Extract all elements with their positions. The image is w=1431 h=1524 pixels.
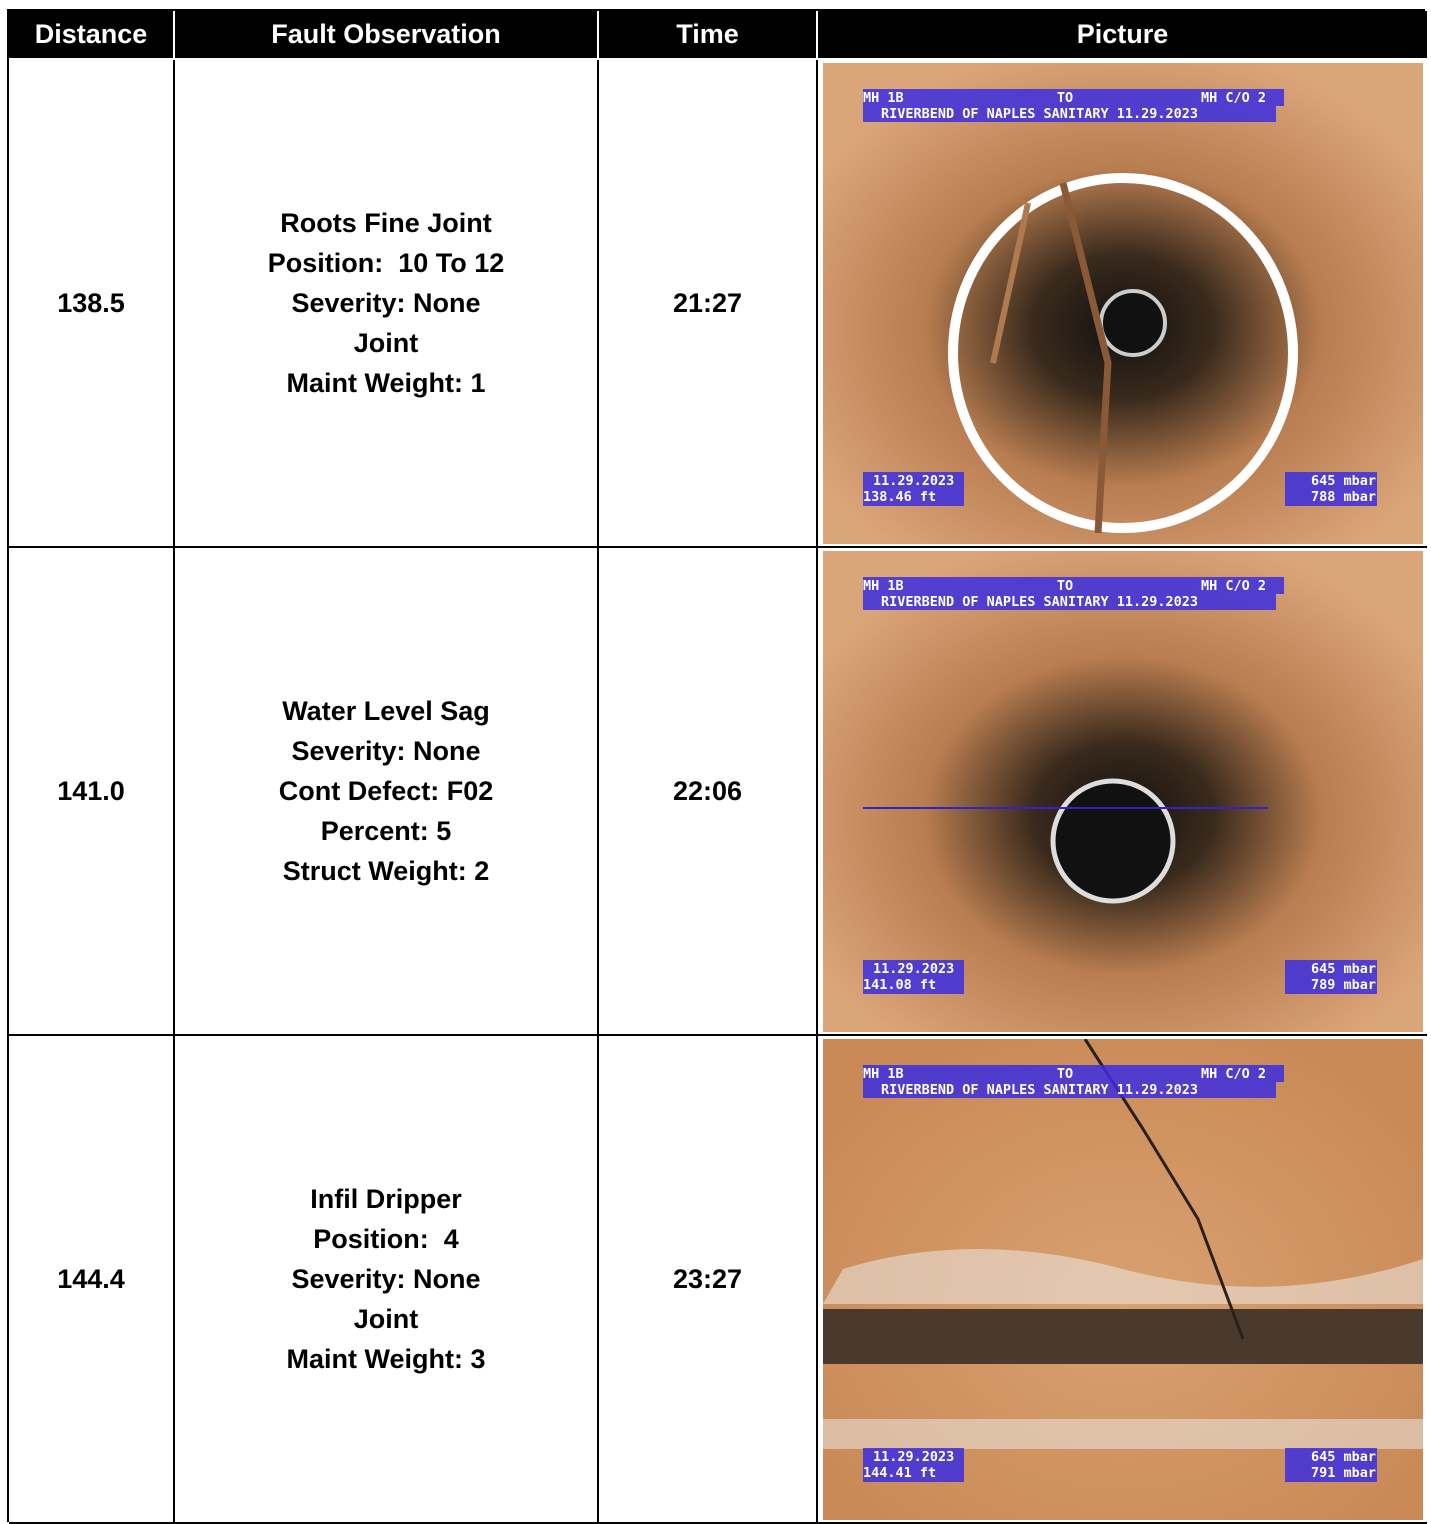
overlay-text: MH 1B — [863, 1066, 904, 1082]
header-cell: Time — [599, 11, 818, 60]
overlay-text: RIVERBEND OF NAPLES SANITARY 11.29.2023 — [881, 106, 1198, 122]
header-cell: Fault Observation — [175, 11, 599, 60]
overlay-text: 144.41 ft — [863, 1465, 936, 1481]
overlay-text: MH C/O 2 — [1201, 90, 1266, 106]
overlay-text: 11.29.2023 — [873, 961, 954, 977]
time-cell: 21:27 — [599, 60, 818, 548]
time-cell: 23:27 — [599, 1036, 818, 1524]
observation-line: Joint — [354, 1299, 419, 1339]
overlay-text: MH 1B — [863, 90, 904, 106]
observation-line: Severity: None — [291, 731, 480, 771]
observation-line: Struct Weight: 2 — [283, 851, 490, 891]
header-text: Picture — [1077, 19, 1169, 50]
overlay-text: MH C/O 2 — [1201, 1066, 1266, 1082]
observation-line: Infil Dripper — [310, 1179, 462, 1219]
overlay-text: 788 mbar — [1311, 489, 1376, 505]
distance: 141.0 — [57, 776, 125, 807]
overlay-text: RIVERBEND OF NAPLES SANITARY 11.29.2023 — [881, 1082, 1198, 1098]
time: 22:06 — [673, 776, 742, 807]
joint-band — [823, 1309, 1423, 1364]
observation-line: Maint Weight: 1 — [287, 363, 486, 403]
distance-cell: 138.5 — [9, 60, 175, 548]
inspection-table: Distance Fault Observation Time Picture 138.… — [7, 9, 1425, 1522]
time: 23:27 — [673, 1264, 742, 1295]
overlay-text: MH C/O 2 — [1201, 578, 1266, 594]
pipe-end — [1053, 781, 1173, 901]
header-cell: Picture — [818, 11, 1427, 60]
header-text: Fault Observation — [271, 19, 501, 50]
overlay-text: 141.08 ft — [863, 977, 936, 993]
overlay-text: 11.29.2023 — [873, 473, 954, 489]
time-cell: 22:06 — [599, 548, 818, 1036]
observation-line: Position: 10 To 12 — [268, 243, 505, 283]
observation-line: Water Level Sag — [282, 691, 490, 731]
pipe-end — [1101, 291, 1165, 355]
overlay-text: 645 mbar — [1311, 961, 1376, 977]
overlay-text: 645 mbar — [1311, 473, 1376, 489]
overlay-text: TO — [1057, 90, 1073, 106]
observation-line: Roots Fine Joint — [280, 203, 492, 243]
distance-cell: 141.0 — [9, 548, 175, 1036]
header-cell: Distance — [9, 11, 175, 60]
observation-line: Severity: None — [291, 1259, 480, 1299]
observation-line: Percent: 5 — [321, 811, 452, 851]
observation-line: Position: 4 — [313, 1219, 459, 1259]
distance: 138.5 — [57, 288, 125, 319]
overlay-text: TO — [1057, 578, 1073, 594]
overlay-text: 645 mbar — [1311, 1449, 1376, 1465]
overlay-text: 11.29.2023 — [873, 1449, 954, 1465]
overlay-text: MH 1B — [863, 578, 904, 594]
header-text: Distance — [35, 19, 148, 50]
deposit — [823, 1419, 1423, 1449]
time: 21:27 — [673, 288, 742, 319]
observation-line: Cont Defect: F02 — [279, 771, 494, 811]
overlay-text: TO — [1057, 1066, 1073, 1082]
distance: 144.4 — [57, 1264, 125, 1295]
observation-line: Joint — [354, 323, 419, 363]
observation-line: Severity: None — [291, 283, 480, 323]
overlay-text: 791 mbar — [1311, 1465, 1376, 1481]
overlay-text: RIVERBEND OF NAPLES SANITARY 11.29.2023 — [881, 594, 1198, 610]
overlay-text: 138.46 ft — [863, 489, 936, 505]
distance-cell: 144.4 — [9, 1036, 175, 1524]
header-text: Time — [676, 19, 739, 50]
observation-line: Maint Weight: 3 — [287, 1339, 486, 1379]
overlay-text: 789 mbar — [1311, 977, 1376, 993]
